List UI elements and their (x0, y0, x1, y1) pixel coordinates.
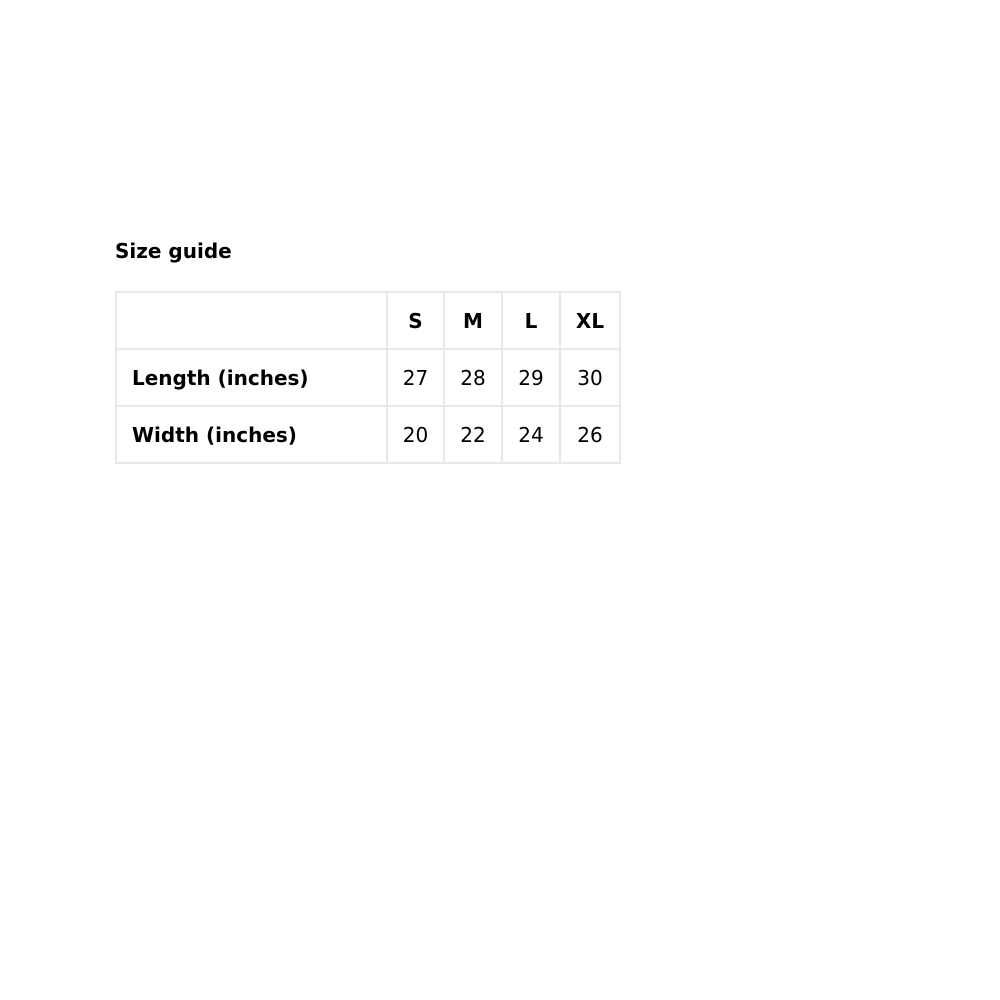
table-row: Length (inches) 27 28 29 30 (115, 348, 621, 407)
row-label: Length (inches) (115, 348, 388, 407)
header-s: S (386, 291, 445, 350)
table-row: Width (inches) 20 22 24 26 (115, 405, 621, 464)
header-xl: XL (559, 291, 621, 350)
header-l: L (501, 291, 561, 350)
cell: 30 (559, 348, 621, 407)
cell: 29 (501, 348, 561, 407)
cell: 27 (386, 348, 445, 407)
cell: 28 (443, 348, 503, 407)
header-empty (115, 291, 388, 350)
size-guide-title: Size guide (115, 239, 232, 263)
cell: 24 (501, 405, 561, 464)
header-m: M (443, 291, 503, 350)
table-header-row: S M L XL (115, 291, 621, 350)
cell: 20 (386, 405, 445, 464)
cell: 22 (443, 405, 503, 464)
cell: 26 (559, 405, 621, 464)
size-guide-table: S M L XL Length (inches) 27 28 29 30 Wid… (115, 291, 621, 464)
row-label: Width (inches) (115, 405, 388, 464)
